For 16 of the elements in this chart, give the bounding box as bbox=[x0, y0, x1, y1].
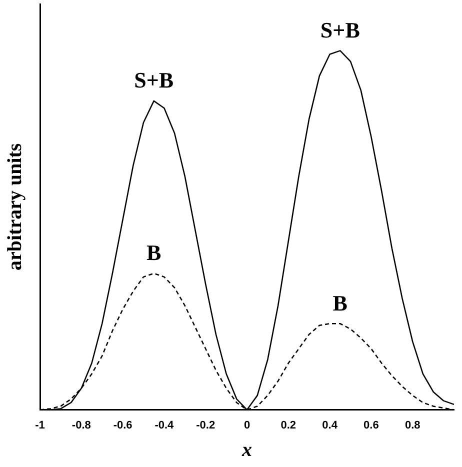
y-axis-title: arbitrary units bbox=[4, 143, 26, 271]
text: B bbox=[146, 240, 162, 266]
x-tick-label: 0.8 bbox=[404, 419, 420, 432]
x-tick-label: 0.4 bbox=[322, 419, 338, 432]
x-tick-label: 0.6 bbox=[364, 419, 379, 432]
text: S+B bbox=[134, 68, 174, 93]
series-label: S+B bbox=[320, 17, 360, 42]
x-tick-label: 0 bbox=[244, 419, 250, 432]
x-tick-label: -0.8 bbox=[72, 419, 91, 432]
x-axis-title: x bbox=[241, 439, 252, 462]
x-tick-label: -0.4 bbox=[154, 419, 175, 432]
x-tick-label: 0.2 bbox=[280, 419, 296, 432]
x-tick-label: -0.6 bbox=[113, 419, 132, 432]
series-label: B bbox=[332, 290, 348, 316]
x-tick-label: -0.2 bbox=[196, 419, 216, 432]
x-tick-label: -1 bbox=[35, 419, 45, 432]
